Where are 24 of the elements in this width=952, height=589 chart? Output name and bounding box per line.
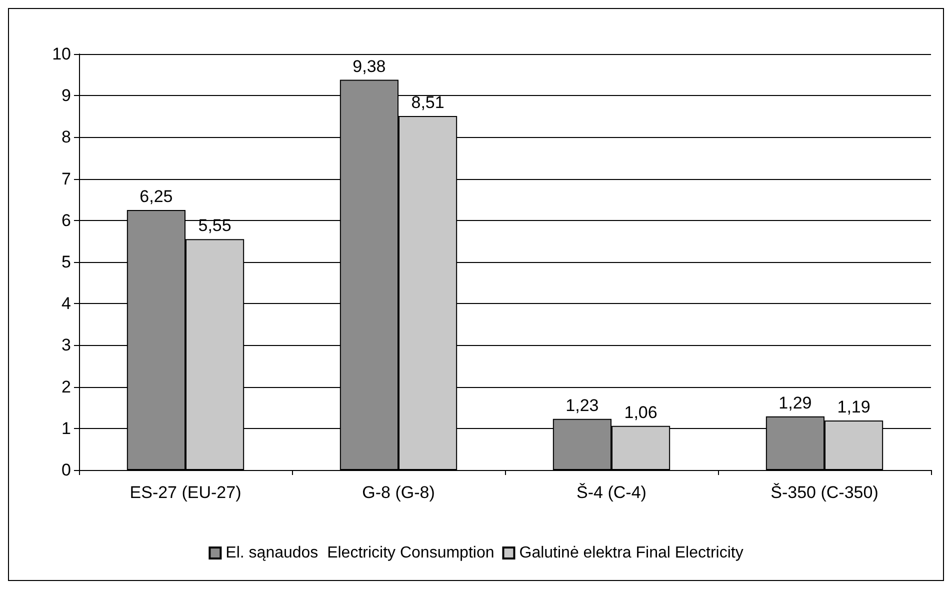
data-label: 1,06 xyxy=(624,402,658,422)
y-tick-label: 1 xyxy=(62,418,71,438)
x-tick-label: Š-4 (C-4) xyxy=(576,483,646,502)
legend-label: Galutinė elektra Final Electricity xyxy=(519,544,744,562)
data-label: 6,25 xyxy=(140,187,173,206)
data-label: 9,38 xyxy=(352,56,386,76)
data-label: 1,23 xyxy=(566,396,599,415)
y-tick-label: 10 xyxy=(52,44,71,64)
y-tick-label: 4 xyxy=(62,294,71,314)
y-tick-label: 7 xyxy=(62,169,71,188)
y-tick-label: 3 xyxy=(62,336,71,355)
y-tick-label: 9 xyxy=(62,86,71,106)
data-label: 1,29 xyxy=(778,393,812,412)
y-tick-label: 5 xyxy=(62,252,71,272)
x-tick-label: ES-27 (EU-27) xyxy=(130,483,242,502)
y-tick-label: 8 xyxy=(62,128,71,147)
x-tick-label: Š-350 (C-350) xyxy=(770,483,878,502)
y-tick-label: 0 xyxy=(62,460,71,480)
x-tick-label: G-8 (G-8) xyxy=(362,483,435,502)
y-tick-label: 6 xyxy=(62,210,71,230)
y-tick-label: 2 xyxy=(62,377,71,396)
data-label: 1,19 xyxy=(837,397,870,416)
data-label: 8,51 xyxy=(411,92,444,112)
legend-label: El. sąnaudos Electricity Consumption xyxy=(226,544,494,562)
